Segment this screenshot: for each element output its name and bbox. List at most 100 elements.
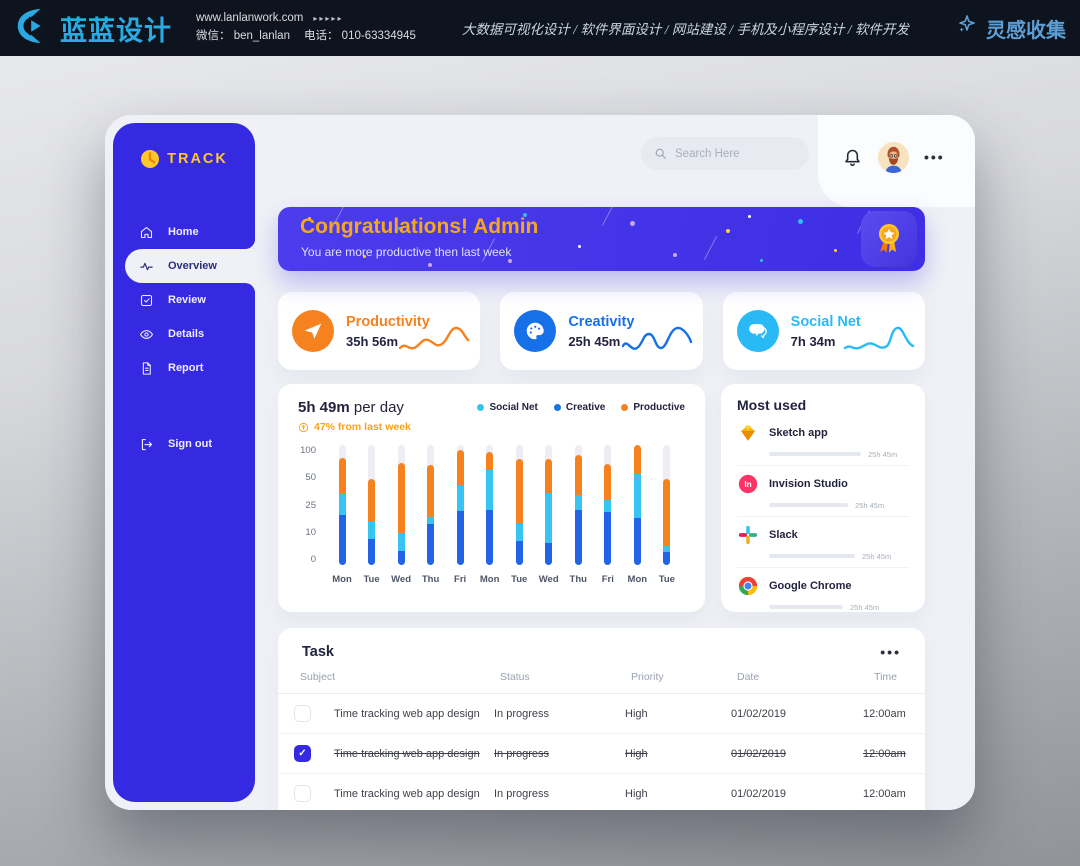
most-used-sketch-app: Sketch app 25h 45m: [737, 415, 909, 466]
sidebar-item-signout[interactable]: Sign out: [113, 427, 255, 461]
svg-text:In: In: [744, 480, 751, 489]
most-used-card: Most used Sketch app 25h 45m: [721, 384, 925, 612]
col-subject: Subject: [300, 671, 336, 683]
sidebar-item-home[interactable]: Home: [113, 215, 255, 249]
inspiration-collect[interactable]: 灵感收集: [955, 13, 1066, 43]
stat-value: 35h 56m: [346, 333, 399, 349]
bar-segment-social-net: [427, 517, 435, 525]
bar-segment-creative: [338, 514, 346, 565]
banner-subtitle: You are more productive then last week: [301, 245, 512, 259]
col-time: Time: [874, 671, 897, 683]
bar-segment-creative: [486, 509, 494, 565]
bar: [663, 445, 671, 565]
task-checkbox[interactable]: [294, 705, 311, 722]
table-row[interactable]: Time tracking web app design In progress…: [278, 694, 925, 734]
col-date: Date: [737, 671, 760, 683]
app-name: Sketch app: [769, 426, 828, 439]
website-link[interactable]: www.lanlanwork.com: [196, 12, 304, 25]
bar: [456, 445, 464, 565]
usage-value: 25h 45m: [862, 551, 892, 561]
usage-bar: [769, 503, 848, 507]
sidebar-item-overview[interactable]: Overview: [125, 249, 255, 283]
notifications-bell-icon[interactable]: [842, 147, 863, 168]
wechat-label: 微信： ben_lanlan: [196, 30, 290, 42]
cell-status: In progress: [494, 787, 550, 800]
review-icon: [139, 293, 154, 308]
slack-icon: [737, 524, 759, 546]
signout-icon: [139, 437, 154, 452]
cell-status: In progress: [494, 747, 550, 760]
col-priority: Priority: [631, 671, 664, 683]
cell-subject: Time tracking web app design: [334, 787, 480, 800]
overview-icon: [139, 259, 154, 274]
bar: [368, 445, 376, 565]
bar-column: Fri: [450, 445, 470, 585]
bar-segment-social-net: [486, 470, 494, 510]
bar-column: Wed: [391, 445, 411, 585]
usage-bar: [769, 605, 843, 609]
chrome-icon: [737, 575, 759, 597]
bar-segment-social-net: [545, 493, 553, 544]
bar: [545, 445, 553, 565]
cell-time: 12:00am: [863, 747, 906, 760]
invision-icon: In: [737, 473, 759, 495]
legend-item[interactable]: Social Net: [477, 402, 538, 413]
table-row[interactable]: Time tracking web app design In progress…: [278, 774, 925, 810]
bar-segment-creative: [515, 541, 523, 565]
bar-column: Thu: [421, 445, 441, 585]
medal-icon: [879, 224, 899, 253]
chart-title: 5h 49m per day: [298, 399, 404, 416]
bar-segment-creative: [545, 543, 553, 565]
task-title: Task: [302, 644, 334, 660]
task-checkbox[interactable]: ✓: [294, 745, 311, 762]
search-icon: [655, 148, 666, 159]
task-column-headers: Subject Status Priority Date Time: [278, 671, 925, 694]
bar-segment-productive: [456, 449, 464, 485]
legend-item[interactable]: Creative: [553, 402, 605, 413]
bar: [338, 445, 346, 565]
search-bar[interactable]: [641, 137, 809, 170]
sidebar-menu: Home Overview Review Details Report: [113, 215, 255, 385]
table-row[interactable]: ✓ Time tracking web app design In progre…: [278, 734, 925, 774]
bar-segment-social-net: [633, 473, 641, 519]
more-icon[interactable]: •••: [924, 149, 945, 165]
x-tick-label: Fri: [601, 574, 614, 585]
sparkline: [621, 326, 692, 350]
chat-icon: [736, 310, 779, 352]
legend-dot: [553, 404, 561, 411]
legend-dot: [477, 404, 485, 411]
bar-column: Tue: [362, 445, 382, 585]
arrows-decoration: ▸▸▸▸▸: [313, 14, 344, 24]
app-brand-text: TRACK: [167, 151, 228, 167]
y-tick-label: 10: [305, 526, 316, 538]
x-tick-label: Wed: [538, 574, 559, 585]
task-checkbox[interactable]: [294, 785, 311, 802]
legend-dot: [621, 404, 629, 411]
y-axis: 100 50 25 10 0: [298, 445, 322, 565]
app-name: Slack: [769, 528, 798, 541]
legend-item[interactable]: Productive: [621, 402, 685, 413]
task-rows: Time tracking web app design In progress…: [278, 694, 925, 810]
cell-date: 01/02/2019: [731, 787, 787, 800]
sidebar-item-review[interactable]: Review: [113, 283, 255, 317]
bar-segment-social-net: [368, 520, 376, 539]
bar-segment-social-net: [456, 484, 464, 511]
avatar[interactable]: [878, 141, 909, 173]
stat-card-productivity: Productivity 35h 56m: [278, 292, 481, 370]
legend-label: Productive: [633, 402, 685, 413]
bar-segment-productive: [427, 465, 435, 517]
lanlan-logo-icon: [14, 7, 52, 50]
search-input[interactable]: [675, 147, 793, 160]
bar-segment-creative: [574, 509, 582, 565]
stacked-bars: Mon Tue Wed Thu Fri: [322, 445, 685, 585]
bar-column: Mon: [627, 445, 647, 585]
bar-segment-creative: [456, 511, 464, 565]
sidebar-item-details[interactable]: Details: [113, 317, 255, 351]
bar-segment-social-net: [574, 495, 582, 510]
task-more-icon[interactable]: •••: [880, 644, 901, 660]
palette-icon: [514, 310, 557, 352]
stat-cards-row: Productivity 35h 56m Creativity 25h 45m: [278, 292, 925, 370]
sidebar-item-report[interactable]: Report: [113, 351, 255, 385]
bar-segment-creative: [427, 524, 435, 565]
